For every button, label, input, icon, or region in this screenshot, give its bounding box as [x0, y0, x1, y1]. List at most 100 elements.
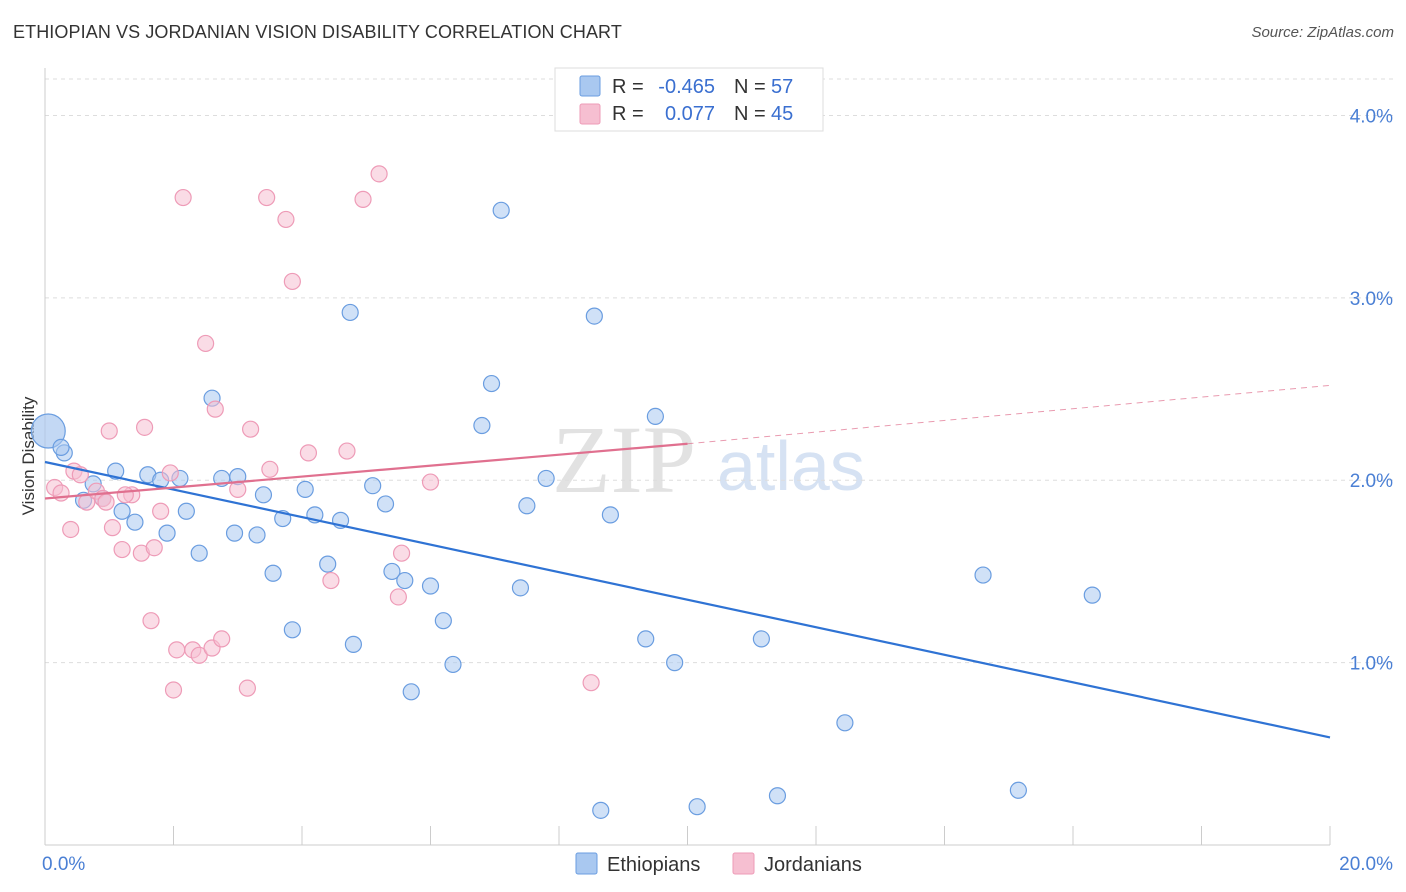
y-tick-labels: 1.0% 2.0% 3.0% 4.0%	[1350, 106, 1393, 674]
point-jordanians	[421, 473, 440, 491]
point-ethiopians	[296, 480, 314, 498]
point-ethiopians	[592, 801, 610, 819]
point-jordanians	[354, 190, 372, 208]
point-jordanians	[242, 420, 260, 438]
watermark-atlas: atlas	[717, 427, 865, 505]
point-ethiopians	[364, 477, 382, 495]
stats-n-value-jordanians: 45	[771, 103, 793, 125]
watermark: ZIP atlas	[552, 406, 865, 513]
point-ethiopians	[482, 374, 501, 393]
chart-title: ETHIOPIAN VS JORDANIAN VISION DISABILITY…	[13, 22, 622, 42]
point-jordanians	[582, 674, 600, 692]
point-jordanians	[299, 444, 318, 462]
point-ethiopians	[177, 502, 195, 520]
stats-r-label-jordanians: R =	[612, 103, 644, 125]
point-jordanians	[392, 544, 411, 562]
point-ethiopians	[383, 562, 401, 581]
y-tick-label: 3.0%	[1350, 289, 1393, 310]
y-axis-label: Vision Disability	[19, 396, 38, 515]
point-ethiopians	[376, 495, 395, 513]
stats-swatch-jordanians	[579, 103, 601, 125]
point-ethiopians	[511, 579, 530, 597]
point-jordanians	[168, 641, 186, 659]
point-jordanians	[322, 571, 340, 590]
legend-label-ethiopians: Ethiopians	[607, 854, 700, 876]
point-ethiopians	[518, 497, 536, 515]
point-ethiopians	[402, 683, 420, 701]
point-ethiopians	[434, 612, 452, 630]
point-ethiopians	[688, 798, 706, 816]
point-jordanians	[161, 464, 179, 482]
y-tick-label: 1.0%	[1350, 654, 1393, 675]
x-ticks	[44, 826, 1331, 845]
point-ethiopians	[341, 303, 359, 322]
chart-source: Source: ZipAtlas.com	[1251, 24, 1394, 41]
point-jordanians	[206, 400, 224, 418]
point-jordanians	[261, 460, 279, 478]
series-legend: Ethiopians Jordanians	[575, 852, 862, 876]
legend-swatch-jordanians	[732, 852, 755, 875]
x-tick-label-max: 20.0%	[1339, 854, 1393, 875]
stats-r-label-ethiopians: R =	[612, 76, 644, 98]
trend-line-jordanians	[44, 442, 688, 500]
point-ethiopians	[190, 544, 208, 562]
point-ethiopians	[537, 469, 555, 488]
legend-swatch-ethiopians	[575, 852, 598, 875]
point-ethiopians	[248, 526, 266, 544]
point-ethiopians	[225, 524, 244, 542]
point-ethiopians	[264, 564, 282, 582]
point-jordanians	[238, 679, 256, 697]
point-ethiopians	[396, 571, 414, 590]
y-tick-label: 4.0%	[1350, 106, 1393, 127]
trend-extension-jordanians	[687, 384, 1331, 445]
point-ethiopians	[768, 787, 787, 805]
point-ethiopians	[254, 486, 273, 504]
point-jordanians	[277, 210, 295, 229]
point-ethiopians	[666, 654, 684, 672]
point-ethiopians	[30, 413, 66, 449]
point-jordanians	[213, 630, 231, 648]
stats-r-value-ethiopians: -0.465	[658, 76, 715, 98]
point-ethiopians	[283, 621, 301, 639]
point-jordanians	[283, 272, 301, 291]
watermark-zip: ZIP	[552, 406, 696, 513]
point-ethiopians	[1083, 586, 1101, 604]
point-ethiopians	[585, 307, 603, 325]
point-jordanians	[174, 188, 192, 207]
point-ethiopians	[473, 416, 491, 435]
point-jordanians	[135, 418, 154, 436]
point-jordanians	[370, 165, 388, 183]
point-jordanians	[113, 540, 131, 559]
point-ethiopians	[113, 502, 131, 520]
legend-label-jordanians: Jordanians	[764, 854, 862, 876]
point-ethiopians	[126, 513, 144, 531]
y-tick-label: 2.0%	[1350, 471, 1393, 492]
point-jordanians	[389, 588, 407, 606]
x-tick-label-min: 0.0%	[42, 854, 85, 875]
stats-swatch-ethiopians	[579, 75, 601, 97]
point-jordanians	[338, 442, 356, 460]
stats-n-label-jordanians: N =	[734, 103, 766, 125]
stats-n-label-ethiopians: N =	[734, 76, 766, 98]
point-jordanians	[190, 646, 208, 664]
point-ethiopians	[158, 524, 176, 542]
point-jordanians	[258, 188, 276, 207]
point-ethiopians	[974, 566, 992, 584]
point-jordanians	[142, 612, 160, 630]
point-ethiopians	[637, 630, 655, 648]
stats-n-value-ethiopians: 57	[771, 76, 793, 98]
point-ethiopians	[492, 201, 510, 219]
point-ethiopians	[52, 438, 70, 457]
point-jordanians	[145, 539, 163, 557]
point-jordanians	[229, 480, 247, 498]
point-jordanians	[97, 493, 115, 511]
trend-line-ethiopians	[44, 460, 1331, 739]
point-ethiopians	[752, 630, 770, 648]
point-ethiopians	[421, 577, 440, 595]
point-ethiopians	[836, 714, 854, 732]
point-jordanians	[103, 519, 122, 537]
grid-lines	[45, 78, 1393, 664]
point-jordanians	[116, 486, 134, 504]
point-jordanians	[100, 422, 118, 440]
